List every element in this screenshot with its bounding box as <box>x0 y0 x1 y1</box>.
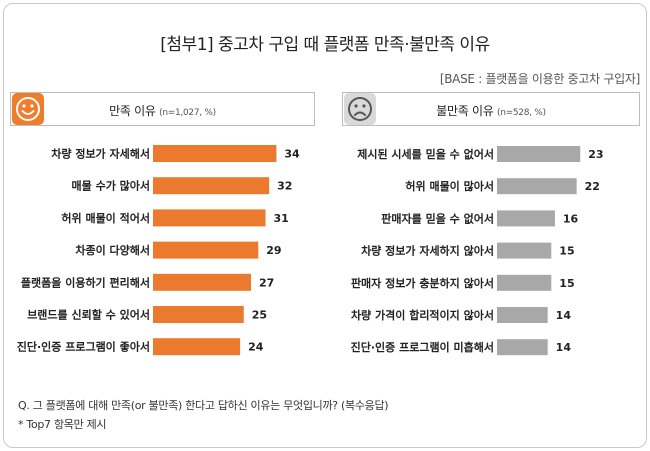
dissatisfied-bar-4 <box>497 242 552 259</box>
dissatisfied-bar-1 <box>497 146 581 162</box>
satisfied-panel-header: 만족 이유 (n=1,027, %) <box>10 92 315 126</box>
satisfied-category-label-1: 차량 정보가 자세해서 <box>51 147 150 161</box>
satisfied-bar-1 <box>153 145 277 162</box>
satisfied-bar-2 <box>153 177 270 195</box>
dissatisfied-value-label-2: 22 <box>585 180 600 193</box>
dissatisfied-bar-7 <box>497 339 548 356</box>
page-title: [첨부1] 중고차 구입 때 플랫폼 만족·불만족 이유 <box>160 35 490 55</box>
satisfied-category-label-2: 매물 수가 많아서 <box>72 179 151 193</box>
dissatisfied-sample: (n=528, %) <box>497 108 546 118</box>
satisfied-bar-5 <box>153 273 252 291</box>
satisfied-category-label-5: 플랫폼을 이용하기 편리해서 <box>21 275 150 289</box>
dissatisfied-category-label-4: 차량 정보가 자세하지 않아서 <box>361 244 494 258</box>
dissatisfied-value-label-7: 14 <box>556 341 572 354</box>
dissatisfied-value-label-4: 15 <box>559 245 574 258</box>
dissatisfied-value-label-6: 14 <box>556 309 572 322</box>
dissatisfied-category-label-6: 차량 가격이 합리적이지 않아서 <box>351 308 494 322</box>
satisfied-category-label-4: 차종이 다양해서 <box>75 243 150 257</box>
dissatisfied-category-label-7: 진단·인증 프로그램이 미흡해서 <box>351 340 494 354</box>
satisfied-bar-6 <box>153 306 244 323</box>
dissatisfied-category-label-1: 제시된 시세를 믿을 수 없어서 <box>357 147 494 161</box>
dissatisfied-bar-2 <box>497 178 577 195</box>
satisfied-bar-3 <box>153 209 266 227</box>
satisfied-category-label-6: 브랜드를 신뢰할 수 있어서 <box>27 308 150 322</box>
satisfied-value-label-6: 25 <box>252 309 267 322</box>
satisfied-value-label-4: 29 <box>266 244 281 257</box>
dissatisfied-value-label-5: 15 <box>559 277 574 290</box>
satisfied-value-label-1: 34 <box>284 148 300 161</box>
dissatisfied-value-label-1: 23 <box>588 148 603 161</box>
dissatisfied-category-label-3: 판매자를 믿을 수 없어서 <box>381 211 494 225</box>
satisfied-value-label-2: 32 <box>277 180 292 193</box>
satisfied-category-label-7: 진단·인증 프로그램이 좋아서 <box>17 340 150 354</box>
dissatisfied-category-label-2: 허위 매물이 많아서 <box>405 179 494 193</box>
footnote-top7: * Top7 항목만 제시 <box>18 418 107 431</box>
dissatisfied-bar-3 <box>497 210 555 227</box>
satisfied-bar-7 <box>153 338 241 356</box>
base-note: [BASE : 플랫폼을 이용한 중고차 구입자] <box>439 72 640 86</box>
satisfied-sample: (n=1,027, %) <box>159 108 216 118</box>
frown-icon <box>344 93 376 125</box>
smiley-icon <box>12 93 44 125</box>
satisfied-label: 만족 이유 <box>109 104 156 118</box>
satisfied-value-label-7: 24 <box>248 341 264 354</box>
dissatisfied-bar-6 <box>497 307 548 323</box>
dissatisfied-value-label-3: 16 <box>563 212 579 225</box>
satisfied-panel-title: 만족 이유 (n=1,027, %) <box>11 102 314 119</box>
dissatisfied-panel-header: 불만족 이유 (n=528, %) <box>342 92 640 126</box>
dissatisfied-category-label-5: 판매자 정보가 충분하지 않아서 <box>351 276 494 290</box>
satisfied-value-label-3: 31 <box>274 212 289 225</box>
dissatisfied-panel-title: 불만족 이유 (n=528, %) <box>343 102 639 119</box>
dissatisfied-label: 불만족 이유 <box>436 104 494 118</box>
footnote-question: Q. 그 플랫폼에 대해 만족(or 불만족) 한다고 답하신 이유는 무엇입니… <box>18 399 389 412</box>
satisfied-category-label-3: 허위 매물이 적어서 <box>61 211 150 225</box>
dissatisfied-bar-5 <box>497 274 552 291</box>
satisfied-value-label-5: 27 <box>259 276 274 289</box>
satisfied-bar-4 <box>153 241 259 259</box>
